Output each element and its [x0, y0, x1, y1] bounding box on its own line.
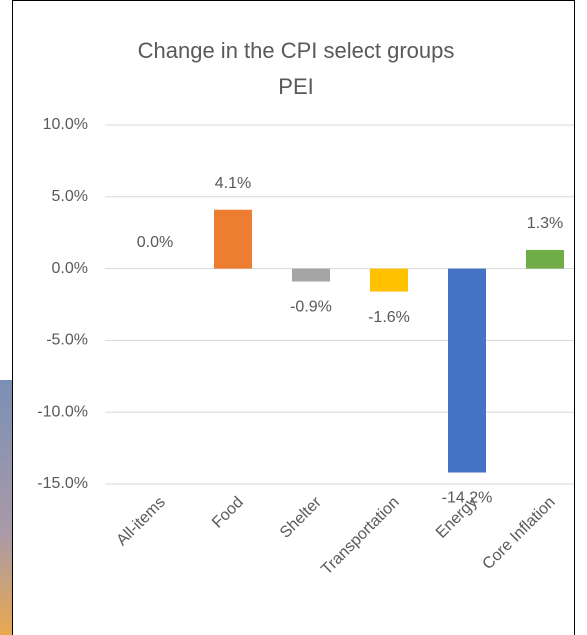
bar — [526, 249, 564, 269]
bar — [370, 268, 408, 292]
y-tick-label: -15.0% — [37, 475, 88, 492]
y-tick-label: 10.0% — [43, 116, 88, 133]
y-tick-label: 5.0% — [52, 188, 88, 205]
bar — [448, 268, 486, 473]
data-label: -0.9% — [290, 299, 332, 316]
chart-subtitle: PEI — [278, 74, 313, 99]
bar — [214, 209, 252, 269]
chart-title: Change in the CPI select groups — [138, 38, 455, 63]
y-tick-label: 0.0% — [52, 260, 88, 277]
background-image — [0, 380, 13, 635]
data-label: 4.1% — [215, 175, 251, 192]
data-label: -14.2% — [442, 490, 493, 507]
bar — [292, 268, 330, 282]
data-label: 1.3% — [527, 215, 563, 232]
y-tick-label: -10.0% — [37, 403, 88, 420]
data-label: 0.0% — [137, 234, 173, 251]
y-tick-label: -5.0% — [46, 332, 88, 349]
data-label: -1.6% — [368, 309, 410, 326]
